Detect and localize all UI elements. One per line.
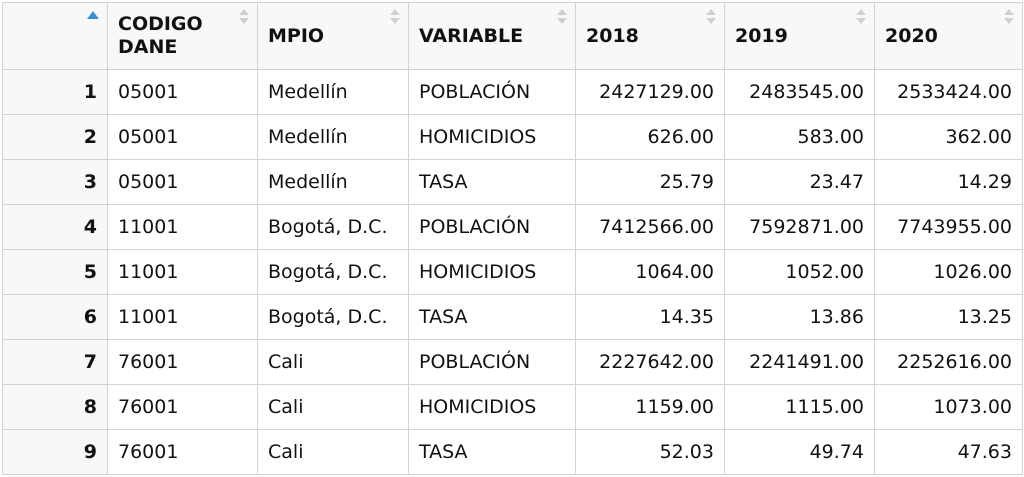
row-index-cell: 8 bbox=[2, 384, 108, 430]
column-header-2018[interactable]: 2018 bbox=[575, 2, 725, 70]
variable-cell: HOMICIDIOS bbox=[408, 384, 576, 430]
table-row: 1 05001 Medellín POBLACIÓN 2427129.00 2483545… bbox=[2, 69, 1023, 115]
codigo-dane-cell: 05001 bbox=[107, 159, 258, 205]
column-header-label: MPIO bbox=[268, 24, 325, 47]
year-2018-cell: 2227642.00 bbox=[575, 339, 725, 385]
column-header-codigo-dane[interactable]: CODIGO DANE bbox=[107, 2, 258, 70]
year-2019-cell: 23.47 bbox=[724, 159, 875, 205]
table-body: 1 05001 Medellín POBLACIÓN 2427129.00 2483545… bbox=[2, 69, 1023, 475]
table-header: CODIGO DANE MPIO VARIABLE 2018 2019 2020 bbox=[2, 2, 1023, 70]
row-index-cell: 2 bbox=[2, 114, 108, 160]
year-2019-cell: 49.74 bbox=[724, 429, 875, 475]
year-2020-cell: 13.25 bbox=[874, 294, 1023, 340]
year-2019-cell: 7592871.00 bbox=[724, 204, 875, 250]
row-index-cell: 1 bbox=[2, 69, 108, 115]
codigo-dane-cell: 76001 bbox=[107, 429, 258, 475]
mpio-cell: Bogotá, D.C. bbox=[257, 249, 409, 295]
variable-cell: TASA bbox=[408, 159, 576, 205]
column-header-variable[interactable]: VARIABLE bbox=[408, 2, 576, 70]
table-row: 8 76001 Cali HOMICIDIOS 1159.00 1115.00 1073.0… bbox=[2, 384, 1023, 430]
sort-icon[interactable] bbox=[706, 9, 716, 27]
column-header-2020[interactable]: 2020 bbox=[874, 2, 1023, 70]
year-2020-cell: 47.63 bbox=[874, 429, 1023, 475]
row-index-cell: 5 bbox=[2, 249, 108, 295]
table-row: 6 11001 Bogotá, D.C. TASA 14.35 13.86 13.25 bbox=[2, 294, 1023, 340]
sort-ascending-icon[interactable] bbox=[87, 11, 99, 19]
table-row: 7 76001 Cali POBLACIÓN 2227642.00 2241491.00 2… bbox=[2, 339, 1023, 385]
table-row: 9 76001 Cali TASA 52.03 49.74 47.63 bbox=[2, 429, 1023, 475]
column-header-2019[interactable]: 2019 bbox=[724, 2, 875, 70]
mpio-cell: Medellín bbox=[257, 69, 409, 115]
sort-icon[interactable] bbox=[390, 9, 400, 27]
table-row: 3 05001 Medellín TASA 25.79 23.47 14.29 bbox=[2, 159, 1023, 205]
variable-cell: POBLACIÓN bbox=[408, 339, 576, 385]
year-2018-cell: 52.03 bbox=[575, 429, 725, 475]
codigo-dane-cell: 11001 bbox=[107, 204, 258, 250]
column-header-label: 2018 bbox=[586, 24, 639, 47]
sort-icon[interactable] bbox=[1004, 9, 1014, 27]
year-2018-cell: 2427129.00 bbox=[575, 69, 725, 115]
year-2019-cell: 1052.00 bbox=[724, 249, 875, 295]
sort-icon[interactable] bbox=[557, 9, 567, 27]
year-2020-cell: 1026.00 bbox=[874, 249, 1023, 295]
year-2020-cell: 2533424.00 bbox=[874, 69, 1023, 115]
mpio-cell: Medellín bbox=[257, 114, 409, 160]
column-header-label: VARIABLE bbox=[419, 24, 524, 47]
year-2018-cell: 25.79 bbox=[575, 159, 725, 205]
year-2020-cell: 7743955.00 bbox=[874, 204, 1023, 250]
year-2019-cell: 2241491.00 bbox=[724, 339, 875, 385]
mpio-cell: Cali bbox=[257, 339, 409, 385]
mpio-cell: Cali bbox=[257, 384, 409, 430]
year-2020-cell: 1073.00 bbox=[874, 384, 1023, 430]
mpio-cell: Bogotá, D.C. bbox=[257, 294, 409, 340]
column-header-index[interactable] bbox=[2, 2, 108, 70]
sort-icon[interactable] bbox=[239, 9, 249, 27]
year-2018-cell: 1159.00 bbox=[575, 384, 725, 430]
row-index-cell: 6 bbox=[2, 294, 108, 340]
table-row: 4 11001 Bogotá, D.C. POBLACIÓN 7412566.00 759… bbox=[2, 204, 1023, 250]
column-header-mpio[interactable]: MPIO bbox=[257, 2, 409, 70]
header-row: CODIGO DANE MPIO VARIABLE 2018 2019 2020 bbox=[2, 2, 1023, 70]
year-2018-cell: 14.35 bbox=[575, 294, 725, 340]
year-2019-cell: 2483545.00 bbox=[724, 69, 875, 115]
row-index-cell: 9 bbox=[2, 429, 108, 475]
codigo-dane-cell: 05001 bbox=[107, 69, 258, 115]
variable-cell: HOMICIDIOS bbox=[408, 114, 576, 160]
mpio-cell: Medellín bbox=[257, 159, 409, 205]
codigo-dane-cell: 11001 bbox=[107, 249, 258, 295]
year-2019-cell: 583.00 bbox=[724, 114, 875, 160]
year-2018-cell: 626.00 bbox=[575, 114, 725, 160]
year-2019-cell: 1115.00 bbox=[724, 384, 875, 430]
variable-cell: POBLACIÓN bbox=[408, 69, 576, 115]
codigo-dane-cell: 11001 bbox=[107, 294, 258, 340]
table-row: 2 05001 Medellín HOMICIDIOS 626.00 583.00 362.… bbox=[2, 114, 1023, 160]
row-index-cell: 7 bbox=[2, 339, 108, 385]
table-row: 5 11001 Bogotá, D.C. HOMICIDIOS 1064.00 1052.… bbox=[2, 249, 1023, 295]
column-header-label: 2020 bbox=[885, 24, 938, 47]
row-index-cell: 3 bbox=[2, 159, 108, 205]
mpio-cell: Cali bbox=[257, 429, 409, 475]
year-2020-cell: 2252616.00 bbox=[874, 339, 1023, 385]
mpio-cell: Bogotá, D.C. bbox=[257, 204, 409, 250]
codigo-dane-cell: 76001 bbox=[107, 339, 258, 385]
column-header-label: CODIGO DANE bbox=[118, 13, 203, 58]
variable-cell: TASA bbox=[408, 429, 576, 475]
codigo-dane-cell: 05001 bbox=[107, 114, 258, 160]
sort-icon[interactable] bbox=[856, 9, 866, 27]
year-2020-cell: 362.00 bbox=[874, 114, 1023, 160]
variable-cell: POBLACIÓN bbox=[408, 204, 576, 250]
year-2020-cell: 14.29 bbox=[874, 159, 1023, 205]
year-2019-cell: 13.86 bbox=[724, 294, 875, 340]
codigo-dane-cell: 76001 bbox=[107, 384, 258, 430]
variable-cell: HOMICIDIOS bbox=[408, 249, 576, 295]
variable-cell: TASA bbox=[408, 294, 576, 340]
year-2018-cell: 1064.00 bbox=[575, 249, 725, 295]
column-header-label: 2019 bbox=[735, 24, 788, 47]
year-2018-cell: 7412566.00 bbox=[575, 204, 725, 250]
row-index-cell: 4 bbox=[2, 204, 108, 250]
